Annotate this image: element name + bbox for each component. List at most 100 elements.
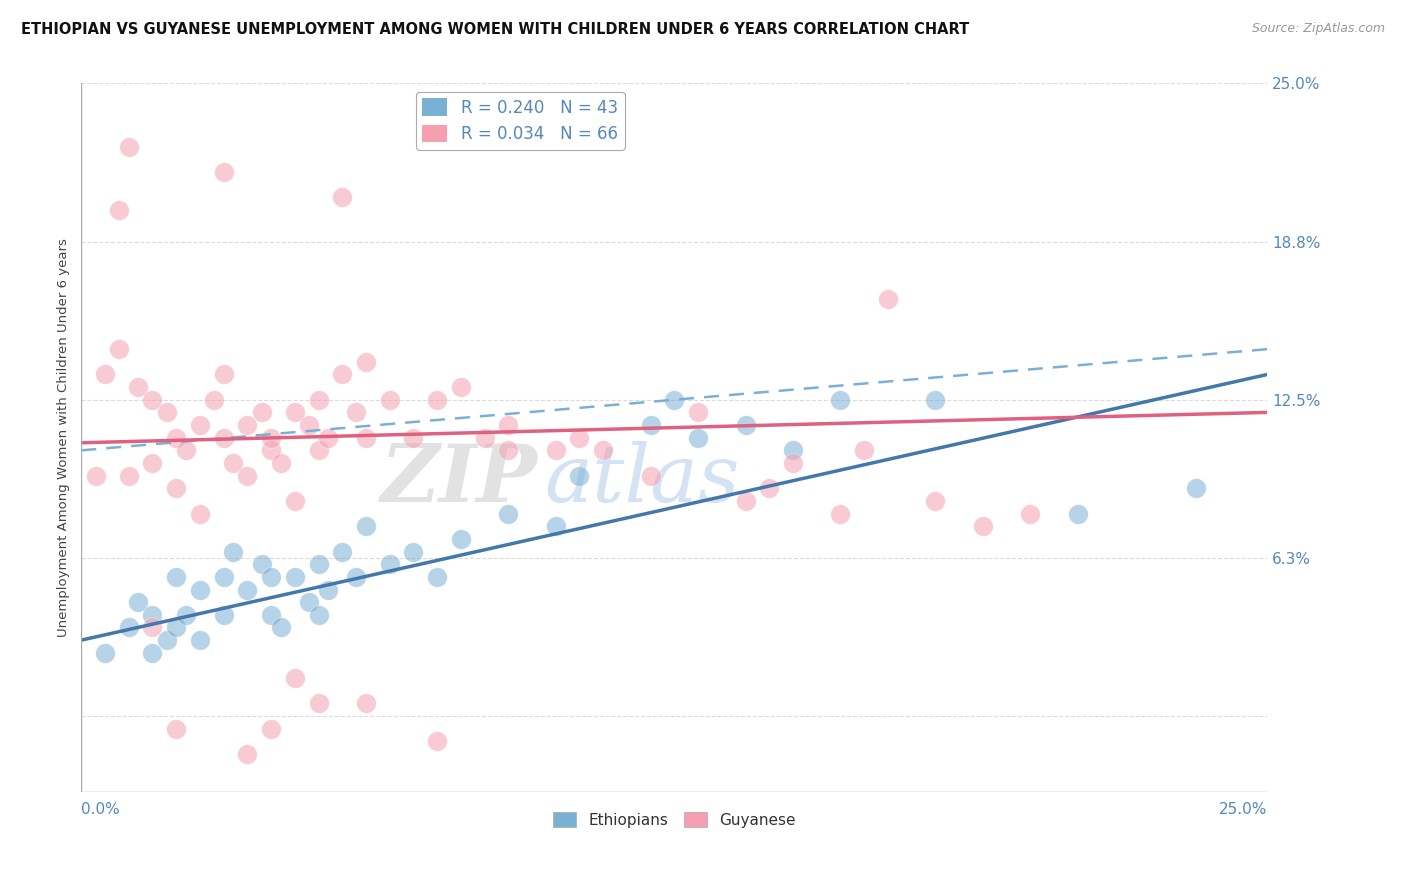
Point bbox=[127, 380, 149, 394]
Point bbox=[308, 443, 330, 458]
Point bbox=[260, 570, 283, 584]
Point bbox=[298, 595, 321, 609]
Point bbox=[284, 494, 307, 508]
Point bbox=[782, 456, 804, 470]
Point bbox=[924, 392, 946, 407]
Point bbox=[108, 202, 131, 217]
Point bbox=[212, 607, 235, 622]
Point bbox=[260, 443, 283, 458]
Point bbox=[108, 342, 131, 356]
Point bbox=[284, 671, 307, 685]
Point bbox=[165, 620, 187, 634]
Point bbox=[450, 380, 472, 394]
Point bbox=[188, 418, 211, 433]
Point bbox=[188, 633, 211, 648]
Point bbox=[118, 620, 141, 634]
Point bbox=[260, 607, 283, 622]
Point bbox=[84, 468, 107, 483]
Point bbox=[498, 418, 520, 433]
Point bbox=[354, 697, 377, 711]
Y-axis label: Unemployment Among Women with Children Under 6 years: Unemployment Among Women with Children U… bbox=[58, 238, 70, 637]
Point bbox=[354, 355, 377, 369]
Point bbox=[758, 481, 780, 495]
Point bbox=[688, 405, 710, 419]
Point bbox=[330, 544, 353, 558]
Point bbox=[924, 494, 946, 508]
Text: ETHIOPIAN VS GUYANESE UNEMPLOYMENT AMONG WOMEN WITH CHILDREN UNDER 6 YEARS CORRE: ETHIOPIAN VS GUYANESE UNEMPLOYMENT AMONG… bbox=[21, 22, 969, 37]
Point bbox=[165, 722, 187, 736]
Point bbox=[260, 722, 283, 736]
Point bbox=[330, 368, 353, 382]
Point bbox=[568, 431, 591, 445]
Point bbox=[236, 468, 259, 483]
Point bbox=[354, 519, 377, 533]
Point bbox=[308, 607, 330, 622]
Point bbox=[1066, 507, 1088, 521]
Point bbox=[118, 139, 141, 153]
Point bbox=[830, 392, 852, 407]
Point bbox=[212, 165, 235, 179]
Point bbox=[308, 558, 330, 572]
Point bbox=[316, 582, 339, 597]
Point bbox=[188, 582, 211, 597]
Point bbox=[174, 607, 197, 622]
Point bbox=[592, 443, 614, 458]
Point bbox=[734, 494, 756, 508]
Point bbox=[118, 468, 141, 483]
Point bbox=[688, 431, 710, 445]
Point bbox=[308, 392, 330, 407]
Point bbox=[402, 431, 425, 445]
Point bbox=[1185, 481, 1208, 495]
Point bbox=[94, 368, 117, 382]
Point bbox=[568, 468, 591, 483]
Point bbox=[141, 646, 163, 660]
Point bbox=[165, 431, 187, 445]
Point bbox=[1019, 507, 1042, 521]
Point bbox=[830, 507, 852, 521]
Text: atlas: atlas bbox=[544, 442, 740, 519]
Point bbox=[544, 443, 567, 458]
Point bbox=[156, 633, 179, 648]
Point bbox=[165, 570, 187, 584]
Point bbox=[474, 431, 496, 445]
Point bbox=[308, 697, 330, 711]
Point bbox=[853, 443, 876, 458]
Point bbox=[156, 405, 179, 419]
Point bbox=[284, 405, 307, 419]
Text: 25.0%: 25.0% bbox=[1219, 802, 1267, 817]
Text: Source: ZipAtlas.com: Source: ZipAtlas.com bbox=[1251, 22, 1385, 36]
Point bbox=[426, 392, 449, 407]
Point bbox=[450, 532, 472, 546]
Point bbox=[378, 392, 401, 407]
Point bbox=[236, 747, 259, 761]
Point bbox=[640, 418, 662, 433]
Legend: Ethiopians, Guyanese: Ethiopians, Guyanese bbox=[547, 805, 801, 834]
Point bbox=[141, 620, 163, 634]
Point bbox=[426, 570, 449, 584]
Point bbox=[212, 570, 235, 584]
Point bbox=[402, 544, 425, 558]
Point bbox=[346, 405, 368, 419]
Point bbox=[876, 292, 898, 306]
Point bbox=[664, 392, 686, 407]
Point bbox=[222, 544, 245, 558]
Point bbox=[250, 405, 273, 419]
Point bbox=[212, 431, 235, 445]
Point bbox=[250, 558, 273, 572]
Text: 0.0%: 0.0% bbox=[82, 802, 120, 817]
Point bbox=[260, 431, 283, 445]
Point bbox=[270, 456, 292, 470]
Point bbox=[141, 392, 163, 407]
Point bbox=[270, 620, 292, 634]
Point bbox=[316, 431, 339, 445]
Point bbox=[354, 431, 377, 445]
Point bbox=[426, 734, 449, 748]
Point bbox=[498, 443, 520, 458]
Point bbox=[174, 443, 197, 458]
Point bbox=[640, 468, 662, 483]
Point bbox=[378, 558, 401, 572]
Point bbox=[972, 519, 994, 533]
Point bbox=[782, 443, 804, 458]
Point bbox=[346, 570, 368, 584]
Point bbox=[284, 570, 307, 584]
